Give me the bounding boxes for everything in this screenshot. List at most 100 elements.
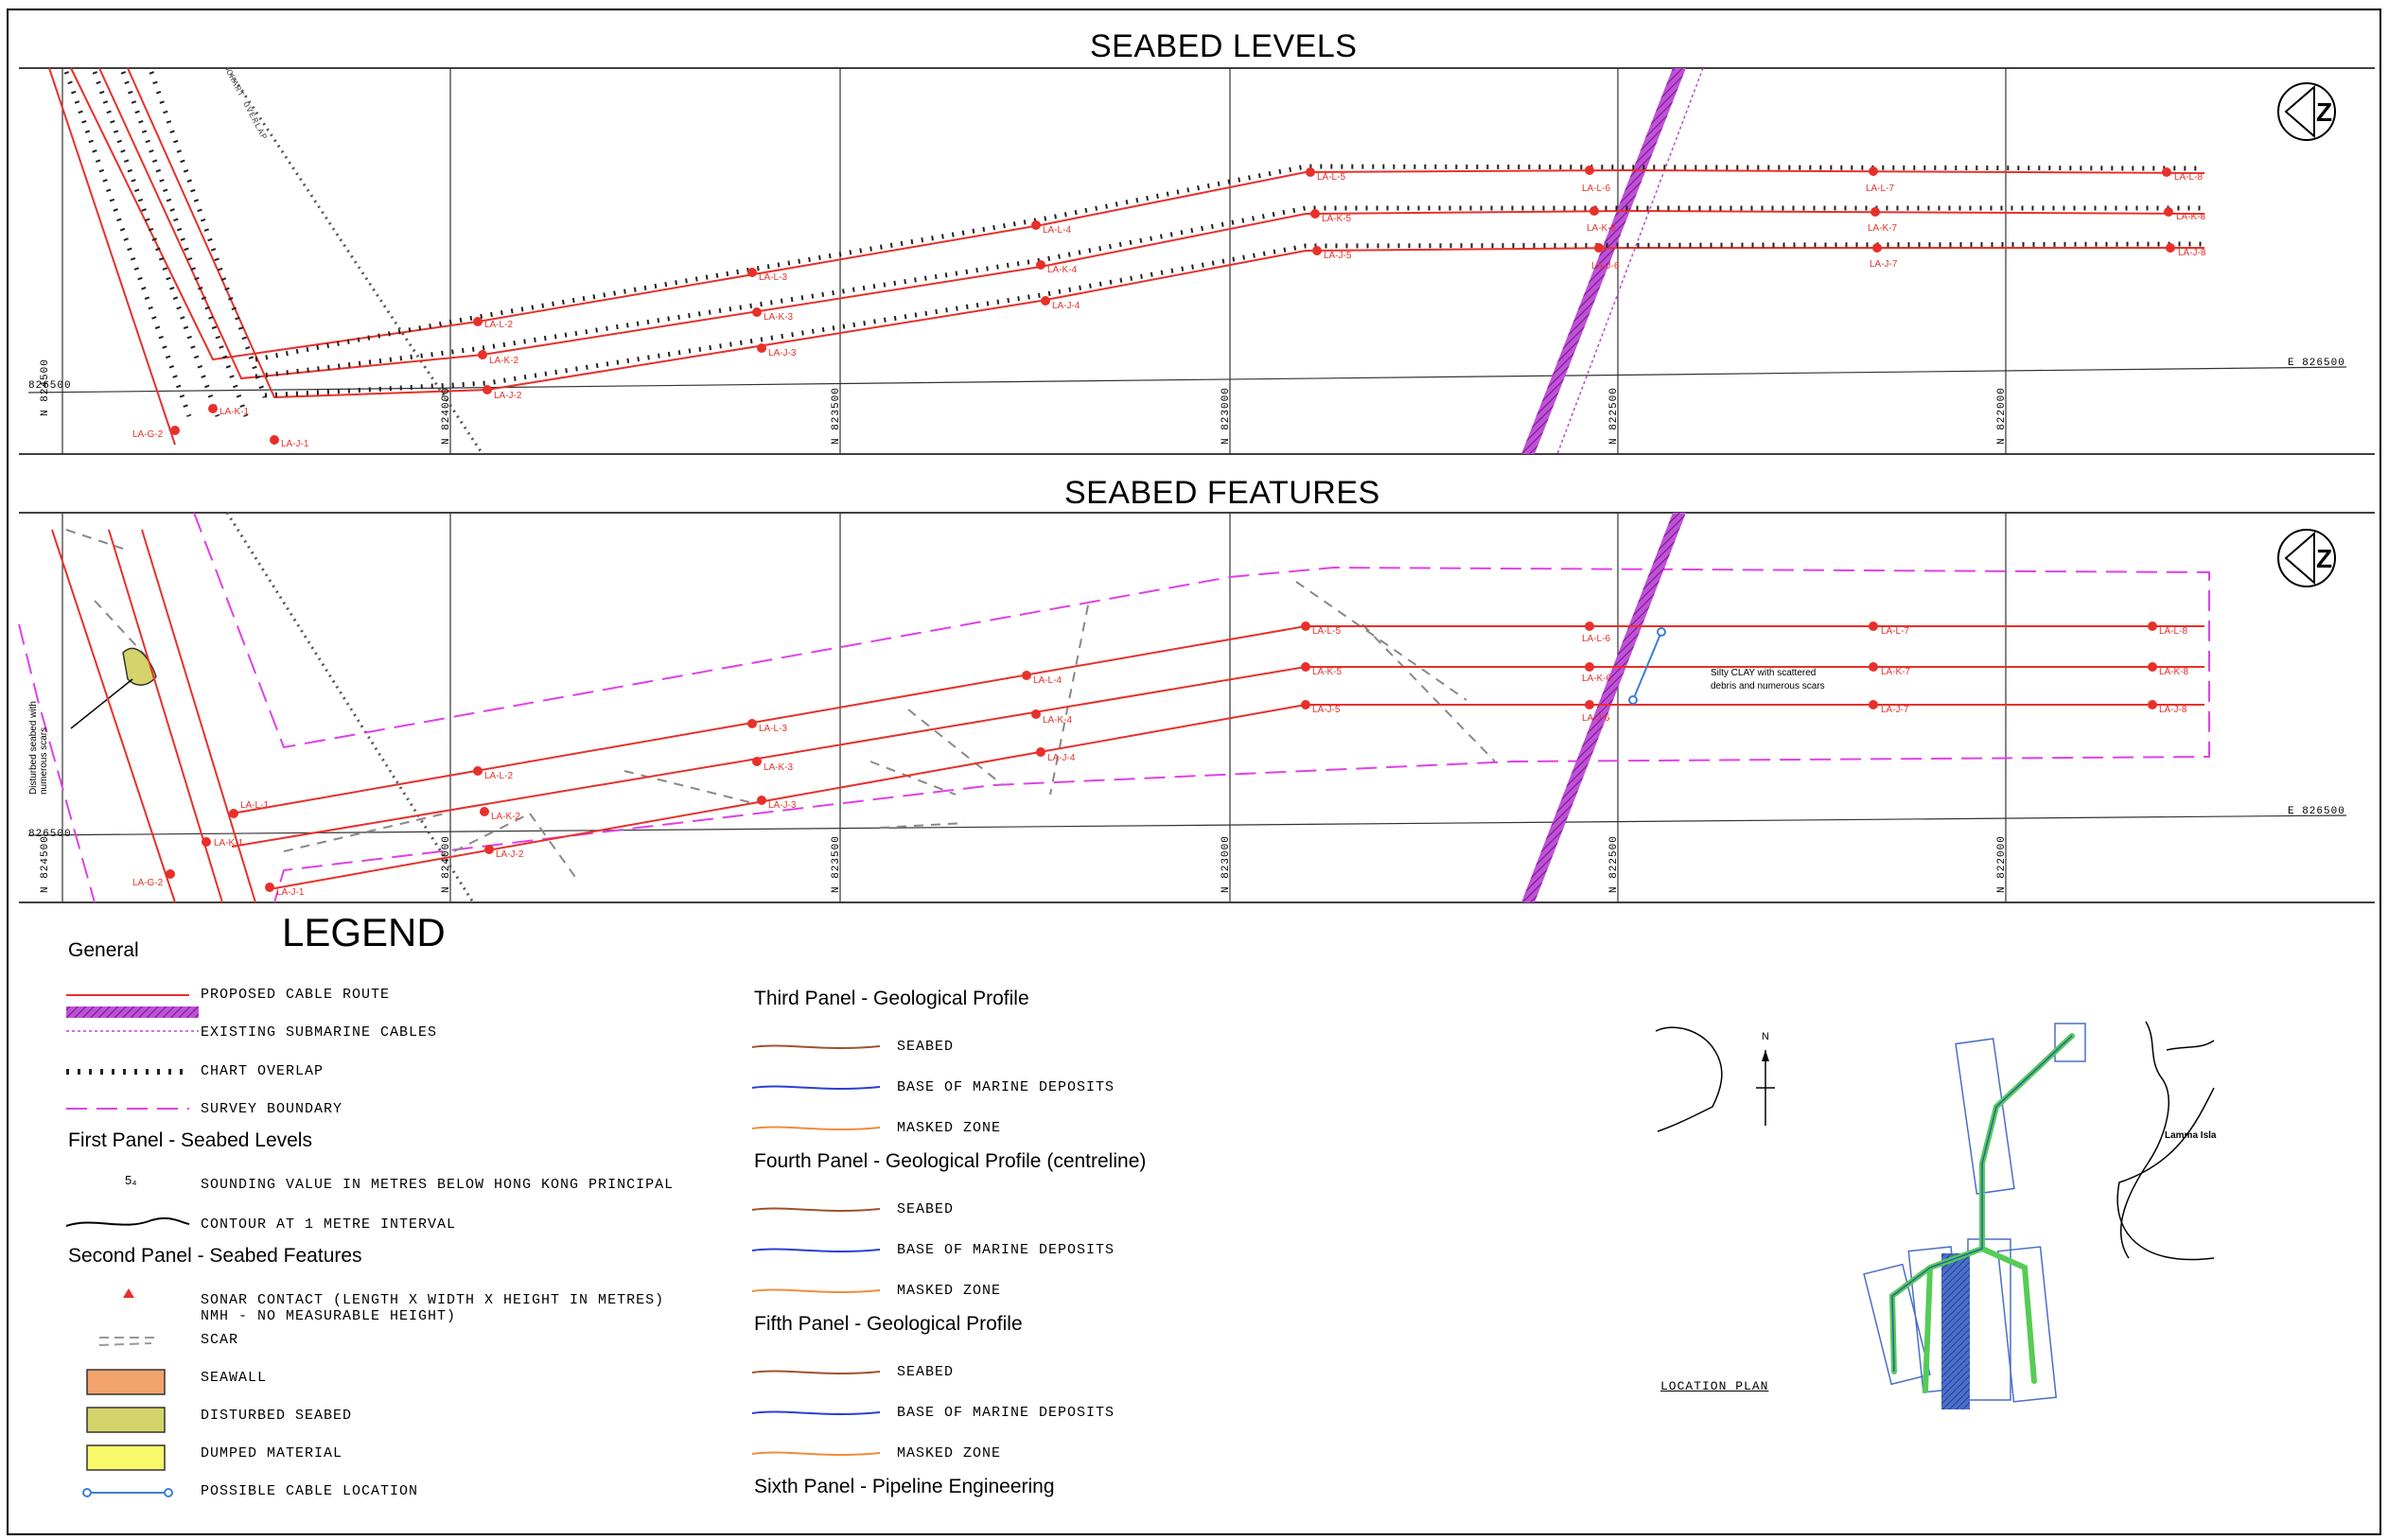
route-point-label: LA-J-8 — [2178, 248, 2206, 258]
route-point-label: LA-J-6 — [1582, 713, 1610, 724]
route-point-label: LA-J-7 — [1870, 259, 1898, 270]
route-point-label: LA-G-2 — [132, 878, 164, 888]
route-point-label: LA-J-3 — [768, 800, 797, 811]
route-markers-panel2 — [166, 621, 2157, 892]
legend-item: SURVEY BOUNDARY — [201, 1101, 343, 1117]
grid-label: N 823500 — [831, 387, 842, 445]
legend-item: SOUNDING VALUE IN METRES BELOW HONG KONG… — [201, 1177, 675, 1193]
legend-first-panel-heading: First Panel - Seabed Levels — [68, 1129, 312, 1151]
route-point-label: LA-K-2 — [489, 356, 519, 366]
disturbed-seabed-note: Disturbed seabed with numerous scars — [28, 701, 49, 795]
panel2-northing-label: 826500 — [28, 829, 72, 840]
panel1-easting-label: E 826500 — [2288, 358, 2345, 369]
route-point-label: LA-J-6 — [1591, 261, 1620, 271]
route-point-label: LA-L-5 — [1312, 626, 1342, 637]
panel-seabed-features: Z — [18, 512, 2375, 903]
legend-item: SONAR CONTACT (LENGTH X WIDTH X HEIGHT I… — [201, 1292, 665, 1308]
legend-item: SEAWALL — [201, 1370, 268, 1386]
legend-general-heading: General — [68, 939, 139, 961]
legend-symbols — [65, 994, 881, 1497]
legend-fourth-panel-heading: Fourth Panel - Geological Profile (centr… — [754, 1150, 1147, 1172]
route-point-label: LA-J-8 — [2159, 705, 2187, 715]
legend-item: NMH - NO MEASURABLE HEIGHT) — [201, 1308, 457, 1324]
legend-item: SEABED — [897, 1201, 955, 1217]
legend-item: DISTURBED SEABED — [201, 1408, 353, 1424]
route-point-label: LA-L-6 — [1582, 634, 1611, 644]
grid-label: N 823000 — [1220, 835, 1232, 893]
route-point-label: LA-L-2 — [484, 320, 514, 330]
route-point-label: LA-L-7 — [1881, 626, 1910, 637]
grid-label: N 824000 — [441, 387, 452, 445]
legend-item: MASKED ZONE — [897, 1445, 1002, 1461]
route-point-label: LA-L-2 — [484, 771, 514, 781]
route-point-label: LA-L-4 — [1033, 675, 1062, 686]
north-arrow-icon: Z — [2277, 529, 2336, 587]
route-point-label: LA-K-7 — [1868, 223, 1898, 234]
route-point-label: LA-J-2 — [494, 391, 522, 401]
panel1-title: SEABED LEVELS — [1090, 28, 1358, 64]
route-point-label: LA-L-1 — [240, 800, 270, 811]
grid-label: N 823500 — [831, 835, 842, 893]
route-point-label: LA-L-8 — [2159, 626, 2188, 637]
route-point-label: LA-K-8 — [2159, 667, 2189, 677]
location-plan-map — [1655, 1021, 2215, 1409]
grid-label: N 824500 — [40, 835, 51, 893]
existing-cable-band — [1521, 68, 1686, 454]
legend-third-panel-heading: Third Panel - Geological Profile — [754, 988, 1029, 1009]
route-point-label: LA-J-5 — [1324, 251, 1352, 261]
disturbed-seabed-area — [122, 647, 157, 686]
grid-label: N 822000 — [1996, 387, 2008, 445]
route-point-label: LA-L-7 — [1866, 184, 1895, 194]
grid-panel2 — [27, 513, 2347, 902]
route-point-label: LA-L-6 — [1582, 184, 1611, 194]
seabed-note-line1: Silty CLAY with scattered — [1711, 668, 1817, 678]
route-point-label: LA-J-4 — [1047, 753, 1076, 763]
route-point-label: LA-K-2 — [491, 812, 521, 822]
panel2-title: SEABED FEATURES — [1064, 475, 1380, 511]
legend-item: MASKED ZONE — [897, 1120, 1002, 1136]
route-point-label: LA-J-5 — [1312, 705, 1341, 715]
panel-seabed-levels: Z — [19, 67, 2375, 455]
route-markers-panel1 — [170, 166, 2175, 445]
route-point-label: LA-K-7 — [1881, 667, 1911, 677]
legend-fifth-panel-heading: Fifth Panel - Geological Profile — [754, 1313, 1023, 1335]
route-point-label: LA-L-8 — [2174, 172, 2204, 183]
north-arrow-icon: Z — [2277, 82, 2336, 141]
route-point-label: LA-K-1 — [219, 407, 250, 417]
legend-item: SEABED — [897, 1364, 955, 1380]
cable-routes-panel2 — [51, 529, 2204, 903]
sheet-border — [7, 9, 2381, 1535]
grid-label: N 823000 — [1220, 387, 1232, 445]
seabed-note-line2: debris and numerous scars — [1711, 681, 1825, 691]
grid-label: N 822500 — [1608, 387, 1620, 445]
route-point-label: LA-K-8 — [2176, 212, 2206, 222]
legend-item: SEABED — [897, 1039, 955, 1055]
route-point-label: LA-K-6 — [1587, 223, 1617, 234]
route-point-label: LA-K-3 — [764, 312, 794, 323]
legend-item: MASKED ZONE — [897, 1283, 1002, 1299]
legend-sixth-panel-heading: Sixth Panel - Pipeline Engineering — [754, 1476, 1055, 1497]
north-arrow-icon — [1756, 1050, 1775, 1126]
panel2-easting-label: E 826500 — [2288, 806, 2345, 817]
route-point-label: LA-J-4 — [1052, 301, 1080, 311]
route-point-label: LA-J-2 — [496, 849, 524, 860]
grid-label: N 822500 — [1608, 835, 1620, 893]
grid-panel1 — [27, 68, 2347, 454]
legend-item: EXISTING SUBMARINE CABLES — [201, 1024, 438, 1041]
survey-boundary — [18, 623, 96, 903]
route-point-label: LA-K-4 — [1043, 715, 1073, 726]
legend-second-panel-heading: Second Panel - Seabed Features — [68, 1245, 362, 1267]
location-plan-island-label: Lamma Isla — [2165, 1130, 2217, 1141]
route-point-label: LA-J-3 — [768, 348, 797, 359]
route-point-label: LA-L-3 — [759, 272, 788, 283]
legend-item: BASE OF MARINE DEPOSITS — [897, 1079, 1115, 1095]
legend-item: CONTOUR AT 1 METRE INTERVAL — [201, 1216, 457, 1233]
legend-item: BASE OF MARINE DEPOSITS — [897, 1242, 1115, 1258]
legend-item: SCAR — [201, 1332, 239, 1348]
grid-label: N 822000 — [1996, 835, 2008, 893]
route-point-label: LA-K-6 — [1582, 674, 1612, 684]
legend-item: DUMPED MATERIAL — [201, 1445, 343, 1461]
legend-title: LEGEND — [282, 910, 446, 954]
svg-text:Z: Z — [2316, 544, 2332, 573]
scars — [65, 529, 1496, 881]
